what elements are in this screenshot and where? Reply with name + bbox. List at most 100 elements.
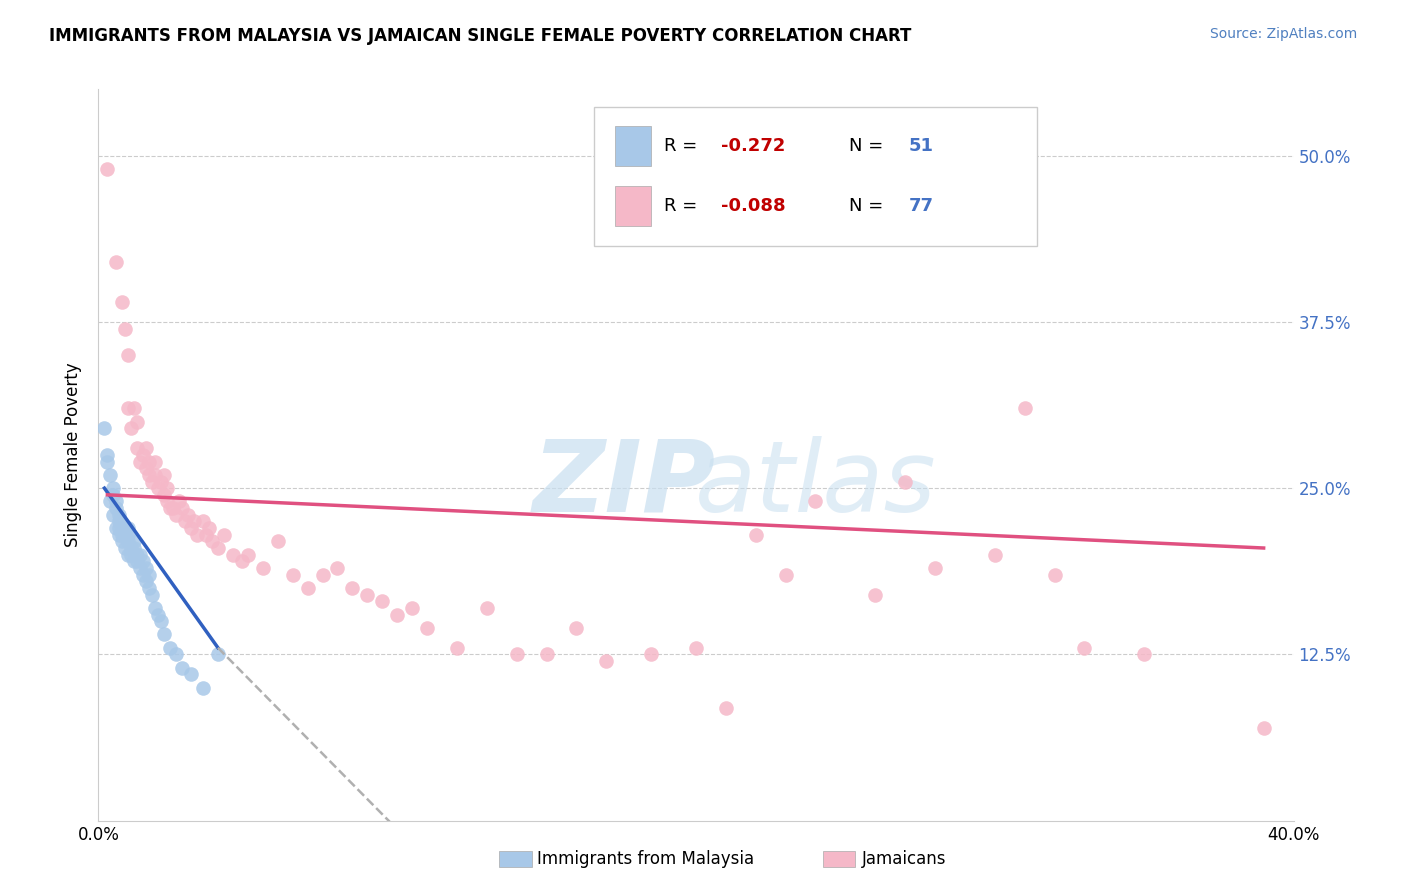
Y-axis label: Single Female Poverty: Single Female Poverty bbox=[65, 363, 83, 547]
Point bbox=[775, 567, 797, 582]
Point bbox=[153, 627, 176, 641]
Point bbox=[172, 501, 194, 516]
Text: Immigrants from Malaysia: Immigrants from Malaysia bbox=[537, 850, 754, 868]
Point bbox=[129, 561, 152, 575]
Point bbox=[111, 534, 134, 549]
Point bbox=[114, 527, 136, 541]
Point bbox=[117, 521, 139, 535]
Point bbox=[536, 648, 558, 662]
Point bbox=[111, 295, 134, 310]
Text: -0.272: -0.272 bbox=[721, 137, 786, 155]
Point bbox=[98, 467, 122, 482]
Point bbox=[167, 494, 190, 508]
Point bbox=[165, 508, 187, 522]
Text: 77: 77 bbox=[908, 197, 934, 215]
Point bbox=[416, 621, 439, 635]
Point bbox=[595, 654, 617, 668]
Point bbox=[141, 588, 163, 602]
Text: N =: N = bbox=[849, 137, 889, 155]
Point bbox=[127, 415, 149, 429]
Point bbox=[98, 494, 122, 508]
Point bbox=[105, 521, 128, 535]
Point bbox=[198, 521, 221, 535]
Point bbox=[1253, 721, 1275, 735]
Point bbox=[1133, 648, 1156, 662]
Text: R =: R = bbox=[664, 137, 703, 155]
Point bbox=[191, 681, 214, 695]
Point bbox=[124, 541, 146, 555]
Point bbox=[371, 594, 394, 608]
Point bbox=[96, 161, 118, 176]
Point bbox=[108, 508, 131, 522]
Point bbox=[153, 467, 176, 482]
Point bbox=[117, 534, 139, 549]
Point bbox=[156, 481, 179, 495]
Point bbox=[174, 515, 197, 529]
Point bbox=[135, 561, 157, 575]
Point bbox=[207, 541, 229, 555]
Point bbox=[117, 527, 139, 541]
Point bbox=[135, 442, 157, 456]
Point bbox=[446, 640, 468, 655]
Point bbox=[111, 527, 134, 541]
Point bbox=[132, 448, 155, 462]
Point bbox=[141, 475, 163, 489]
Bar bbox=[614, 126, 651, 167]
Point bbox=[96, 448, 118, 462]
Text: -0.088: -0.088 bbox=[721, 197, 786, 215]
Point bbox=[120, 421, 142, 435]
Point bbox=[138, 454, 160, 468]
Point bbox=[138, 467, 160, 482]
Point bbox=[117, 401, 139, 416]
Point bbox=[385, 607, 409, 622]
Point bbox=[132, 567, 155, 582]
Point bbox=[105, 255, 128, 269]
Point bbox=[212, 527, 235, 541]
Point bbox=[150, 475, 173, 489]
Point bbox=[640, 648, 662, 662]
Point bbox=[159, 501, 181, 516]
Text: N =: N = bbox=[849, 197, 889, 215]
Point bbox=[105, 494, 128, 508]
Point bbox=[124, 401, 146, 416]
Point bbox=[103, 508, 125, 522]
Point bbox=[127, 548, 149, 562]
Point bbox=[865, 588, 887, 602]
Text: Jamaicans: Jamaicans bbox=[862, 850, 946, 868]
Point bbox=[117, 348, 139, 362]
Point bbox=[565, 621, 588, 635]
Point bbox=[172, 661, 194, 675]
Point bbox=[105, 501, 128, 516]
Point bbox=[191, 515, 214, 529]
Point bbox=[685, 640, 707, 655]
Point bbox=[894, 475, 917, 489]
Point bbox=[124, 554, 146, 568]
Point bbox=[183, 515, 205, 529]
Point bbox=[135, 461, 157, 475]
Point bbox=[124, 534, 146, 549]
Point bbox=[129, 454, 152, 468]
Point bbox=[236, 548, 259, 562]
Point bbox=[120, 548, 142, 562]
Point bbox=[222, 548, 245, 562]
Point bbox=[326, 561, 349, 575]
Point bbox=[114, 521, 136, 535]
Point bbox=[342, 581, 364, 595]
Point bbox=[143, 454, 166, 468]
Point bbox=[475, 600, 498, 615]
Point bbox=[114, 541, 136, 555]
Point bbox=[401, 600, 423, 615]
Point bbox=[267, 534, 290, 549]
Point bbox=[156, 494, 179, 508]
Point bbox=[108, 527, 131, 541]
Point bbox=[138, 581, 160, 595]
Point bbox=[745, 527, 768, 541]
Point bbox=[96, 454, 118, 468]
Point bbox=[108, 515, 131, 529]
Point bbox=[114, 321, 136, 335]
Point bbox=[148, 481, 170, 495]
Point bbox=[281, 567, 304, 582]
Point bbox=[127, 554, 149, 568]
Bar bbox=[614, 186, 651, 227]
Point bbox=[356, 588, 378, 602]
